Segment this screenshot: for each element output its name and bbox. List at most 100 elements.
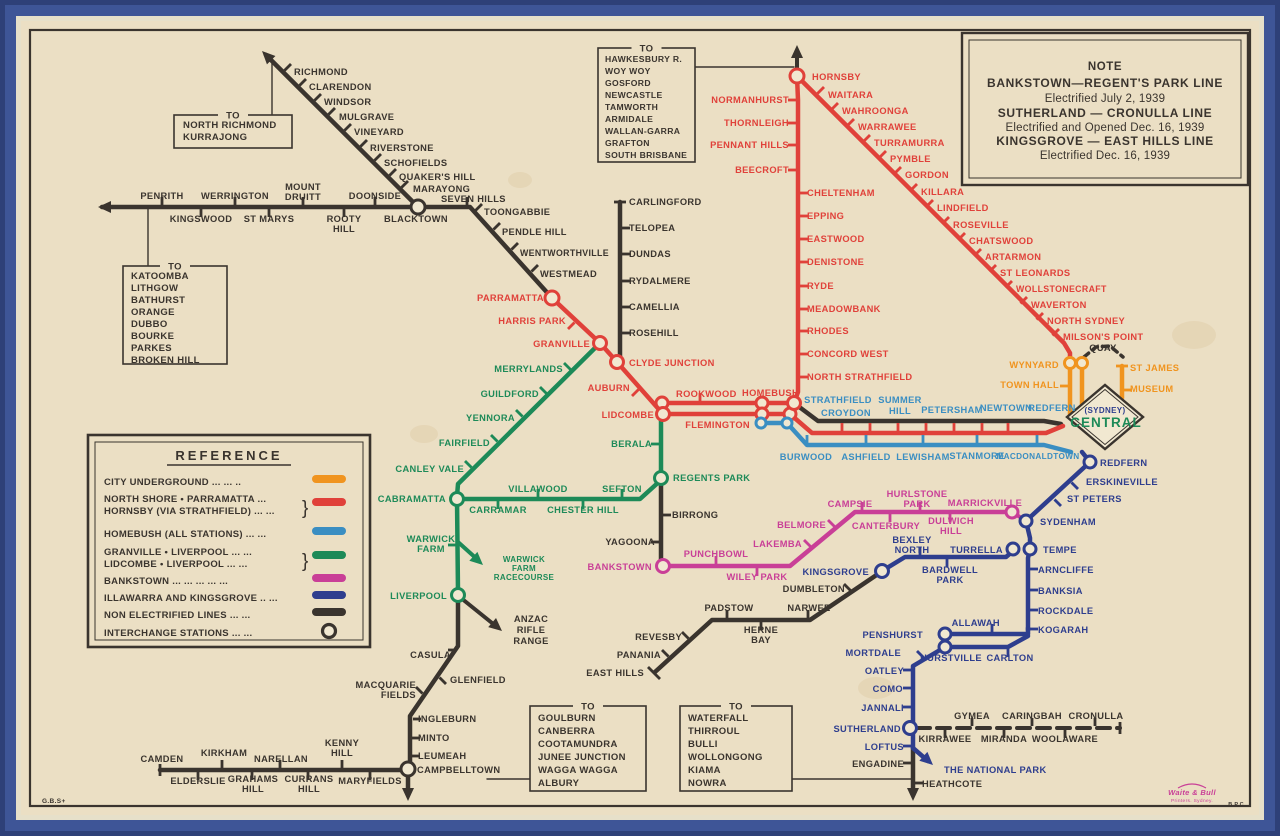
station-tick [327, 107, 336, 116]
interchange-circle [609, 354, 625, 370]
station-label: WARWICK FARM RACECOURSE [494, 555, 555, 582]
station-label: REDFERN [1100, 458, 1147, 468]
station-label: SCHOFIELDS [384, 158, 447, 168]
destination-item: GRAFTON [605, 138, 650, 148]
interchange-circle [655, 558, 671, 574]
station-label: NORTH SYDNEY [1047, 316, 1126, 326]
station-label: KINGSWOOD [170, 214, 233, 224]
station-label: GRANVILLE [533, 339, 590, 349]
station-label: KENNY HILL [325, 738, 360, 758]
station-tick [973, 248, 982, 257]
note-text: Electrified July 2, 1939 [1045, 93, 1166, 105]
line-homebush-line [758, 420, 1074, 455]
line-bankstown-line [660, 509, 1013, 569]
destination-item: CANBERRA [538, 726, 595, 737]
destination-item: HAWKESBURY R. [605, 54, 682, 64]
destination-box [529, 705, 647, 792]
line-arrowhead [469, 551, 483, 565]
line-arrowhead [791, 45, 803, 58]
station-label: VINEYARD [354, 127, 404, 137]
destination-item: NOWRA [688, 778, 727, 789]
destination-item: THIRROUL [688, 726, 740, 737]
station-label: MARYFIELDS [338, 776, 402, 786]
station-label: ROSEHILL [629, 328, 679, 338]
station-label: MACQUARIE FIELDS [356, 680, 416, 700]
station-tick [539, 386, 548, 395]
station-label: QUAY [1089, 343, 1117, 353]
station-label: BEECROFT [735, 165, 789, 175]
interchange-circle [786, 395, 802, 411]
interchange-circle [902, 720, 918, 736]
paper-stain [1172, 321, 1216, 349]
legend-interchange-symbol [320, 622, 338, 640]
station-label: CLARENDON [309, 82, 372, 92]
station-label: BURWOOD [780, 452, 832, 462]
line-quay-link [1082, 344, 1125, 359]
line-western-main [99, 204, 555, 301]
line-east-hills-line [652, 571, 881, 675]
station-label: TOONGABBIE [484, 207, 550, 217]
destination-item: KATOOMBA [131, 271, 189, 282]
legend-swatch-m [312, 574, 346, 582]
station-label: CAMPBELLTOWN [417, 765, 500, 775]
destination-item: SOUTH BRISBANE [605, 150, 687, 160]
destination-item: COOTAMUNDRA [538, 739, 618, 750]
legend-entry-label: LIDCOMBE • LIVERPOOL ... ... [104, 559, 248, 570]
station-tick [343, 123, 352, 132]
station-tick [438, 676, 447, 685]
station-tick [661, 649, 670, 658]
destination-box-title: TO [226, 111, 240, 122]
station-label: THORNLEIGH [724, 118, 789, 128]
station-label: WOOLAWARE [1032, 734, 1098, 744]
destination-box [122, 265, 228, 365]
station-label: ROOTY HILL [327, 214, 362, 234]
station-label: SUMMER HILL [878, 395, 921, 416]
line-hurstville-lower [942, 633, 1031, 650]
destination-item: NEWCASTLE [605, 90, 663, 100]
station-label: PANANIA [617, 650, 661, 660]
station-tick [388, 168, 397, 177]
station-label: QUAKER'S HILL [399, 172, 476, 182]
station-tick [283, 63, 292, 72]
destination-item: WOLLONGONG [688, 752, 763, 763]
interchange-circle [592, 335, 608, 351]
legend-entry-label: GRANVILLE • LIVERPOOL ... ... [104, 547, 252, 558]
station-label: CARINGBAH [1002, 711, 1062, 721]
station-tick [373, 153, 382, 162]
station-label: BANKSTOWN [588, 562, 652, 572]
legend-swatch-o [312, 475, 346, 483]
station-tick [925, 199, 934, 208]
station-label: LAKEMBA [753, 539, 802, 549]
destination-item: BULLI [688, 739, 718, 750]
station-label: HARRIS PARK [498, 316, 566, 326]
station-label: NARELLAN [254, 754, 308, 764]
station-label: INGLEBURN [418, 714, 476, 724]
station-tick [647, 666, 661, 680]
station-tick [490, 434, 499, 443]
station-label: HEATHCOTE [922, 779, 982, 789]
legend-entry-label: NON ELECTRIFIED LINES ... ... [104, 610, 250, 621]
station-label: TOWN HALL [1000, 380, 1059, 390]
line-arrowhead [907, 788, 919, 801]
station-tick [827, 519, 836, 528]
station-label: WAHROONGA [842, 106, 909, 116]
station-label: BANKSIA [1038, 586, 1083, 596]
station-tick [957, 232, 966, 241]
station-tick [1035, 312, 1044, 321]
station-tick [415, 686, 424, 695]
station-label: GLENFIELD [450, 675, 506, 685]
destination-box-title-bg [631, 41, 662, 53]
station-tick [988, 264, 997, 273]
station-tick [941, 216, 950, 225]
interchange-circle [1082, 454, 1098, 470]
printer-subtitle: Printers. Sydney. [1171, 798, 1213, 804]
station-label: WARWICK FARM [407, 534, 456, 554]
destination-item: KURRAJONG [183, 132, 247, 143]
station-label: CHELTENHAM [807, 188, 875, 198]
station-label: CONCORD WEST [807, 349, 889, 359]
station-label: ERSKINEVILLE [1086, 477, 1158, 487]
station-label: FLEMINGTON [685, 420, 750, 430]
destination-item: JUNEE JUNCTION [538, 752, 626, 763]
destination-box-title-bg [573, 699, 603, 711]
station-label: BARDWELL PARK [922, 565, 978, 585]
